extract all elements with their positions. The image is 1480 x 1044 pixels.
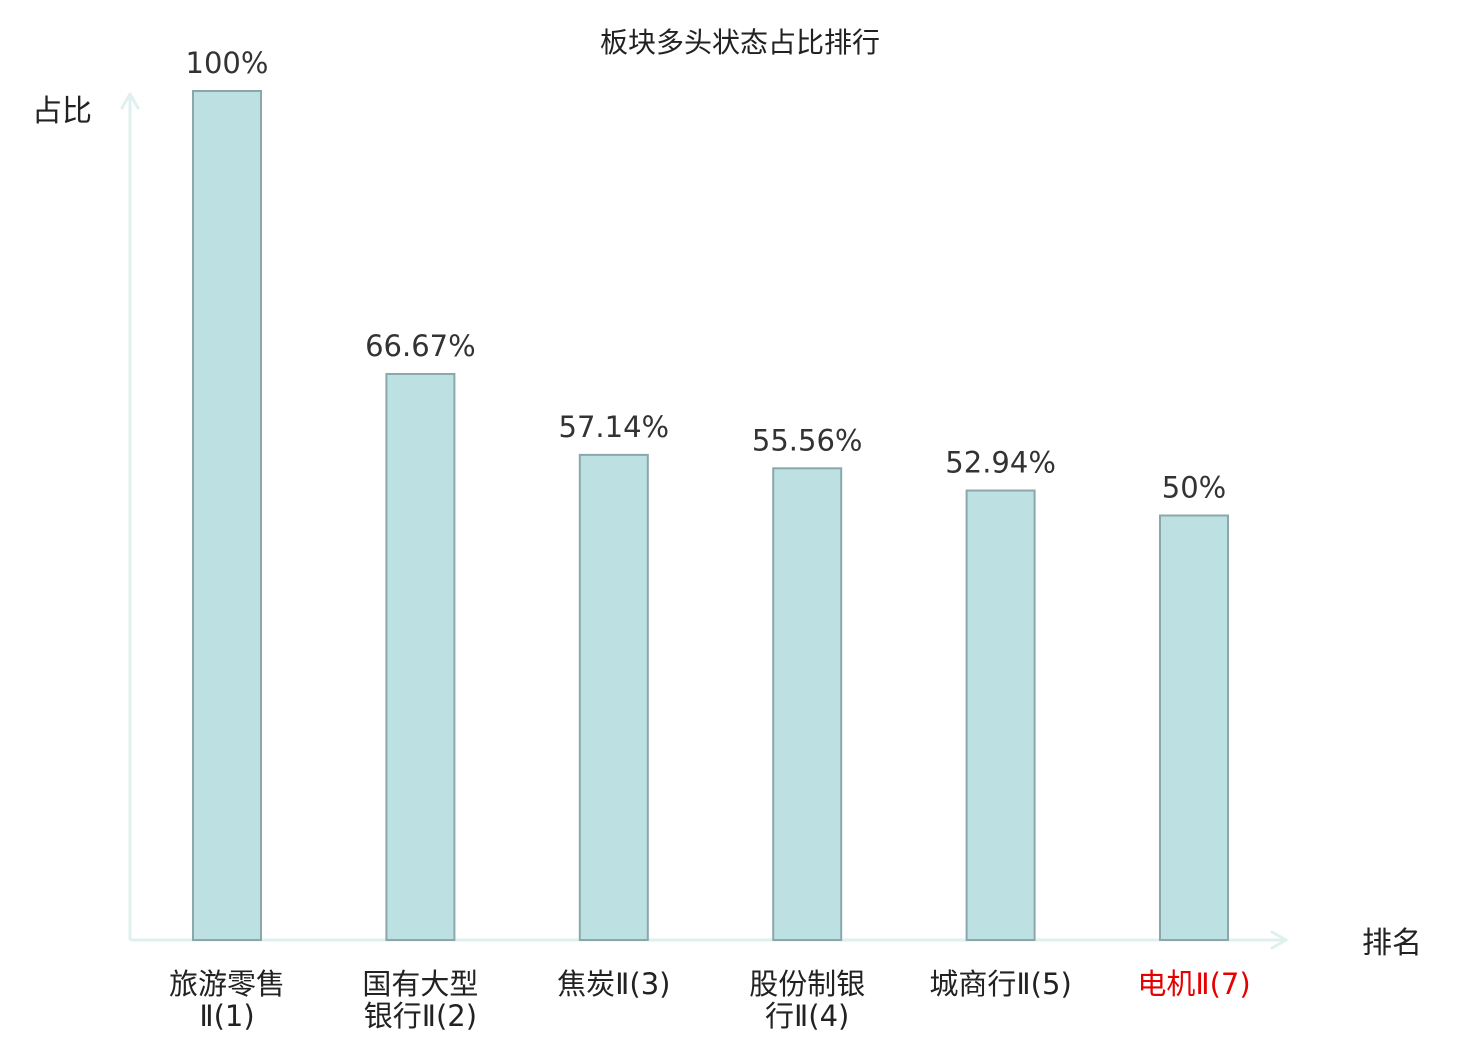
tick-label-4-line-2: 行Ⅱ(4) <box>765 999 849 1033</box>
tick-label-2-line-2: 银行Ⅱ(2) <box>364 999 477 1033</box>
value-label-3: 57.14% <box>559 410 670 444</box>
chart-title: 板块多头状态占比排行 <box>600 26 880 59</box>
value-labels-group: 100% 66.67% 57.14% 55.56% 52.94% 50% <box>186 46 1227 505</box>
value-label-1: 100% <box>186 46 269 80</box>
bar-6 <box>1159 514 1229 941</box>
bar-1 <box>192 90 262 941</box>
value-label-6: 50% <box>1162 471 1226 505</box>
bar-4 <box>772 467 843 941</box>
tick-label-5-line-1: 城商行Ⅱ(5) <box>929 967 1071 1001</box>
tick-label-6-line-1: 电机Ⅱ(7) <box>1137 967 1250 1001</box>
tick-label-2-line-1: 国有大型 <box>362 967 478 1001</box>
tick-label-1-line-2: Ⅱ(1) <box>199 999 254 1033</box>
bar-2 <box>385 372 456 942</box>
y-axis-label: 占比 <box>32 94 92 129</box>
value-label-2: 66.67% <box>365 329 476 363</box>
value-label-4: 55.56% <box>752 423 863 457</box>
x-axis-label: 排名 <box>1362 926 1422 961</box>
tick-label-3-line-1: 焦炭Ⅱ(3) <box>557 967 670 1001</box>
tick-label-4-line-1: 股份制银 <box>749 967 865 1001</box>
tick-label-1-line-1: 旅游零售 <box>169 967 285 1001</box>
bar-5 <box>965 489 1036 941</box>
bars-group <box>192 90 1229 942</box>
bar-3 <box>578 453 649 941</box>
value-label-5: 52.94% <box>945 446 1056 480</box>
